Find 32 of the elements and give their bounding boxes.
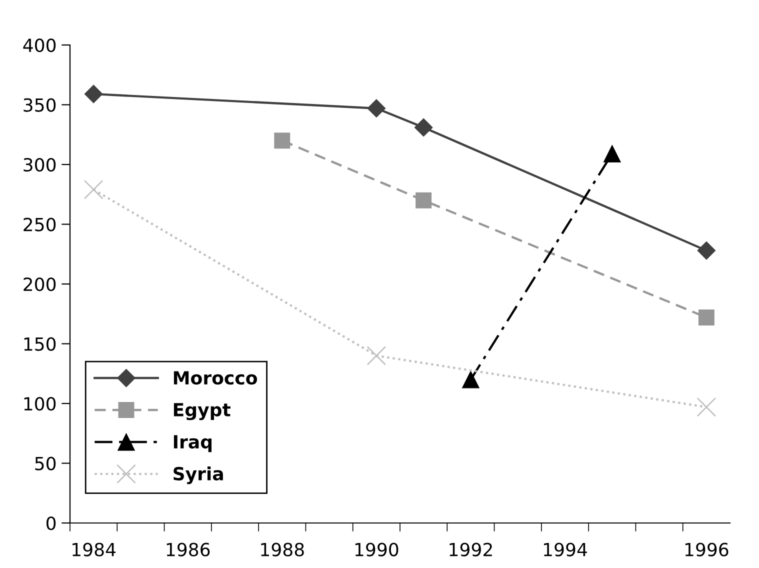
point: [696, 397, 716, 417]
point: [698, 309, 714, 326]
legend-label: Morocco: [174, 371, 258, 385]
legend-label: Syria: [174, 466, 223, 484]
point: [414, 118, 433, 137]
legend-label: Iraq: [174, 435, 212, 452]
y-tick-label: 350: [24, 98, 56, 112]
point: [416, 192, 432, 208]
x-tick-label: 1994: [544, 542, 587, 556]
x-tick-label: 1992: [450, 542, 492, 556]
x-tick-label: 1988: [261, 542, 304, 556]
point: [462, 370, 480, 388]
x-tick-label: 1984: [72, 542, 116, 556]
y-tick-label: 250: [24, 218, 56, 232]
x-tick-label: 1990: [355, 542, 398, 556]
x-tick-label: 1986: [166, 542, 210, 556]
y-tick-label: 150: [24, 337, 56, 351]
y-tick-label: 200: [24, 277, 56, 292]
y-tick-label: 100: [24, 396, 56, 411]
point: [84, 84, 103, 104]
y-tick-label: 50: [35, 456, 56, 470]
point: [274, 132, 290, 149]
y-tick-label: 300: [24, 158, 56, 172]
point: [367, 99, 386, 118]
legend-label: Egypt: [174, 403, 230, 420]
point: [366, 346, 386, 366]
point: [84, 180, 104, 200]
x-tick-label: 1996: [685, 542, 728, 556]
point: [697, 241, 716, 260]
point: [603, 145, 621, 162]
y-tick-label: 400: [23, 38, 56, 52]
y-tick-label: 0: [46, 516, 56, 530]
